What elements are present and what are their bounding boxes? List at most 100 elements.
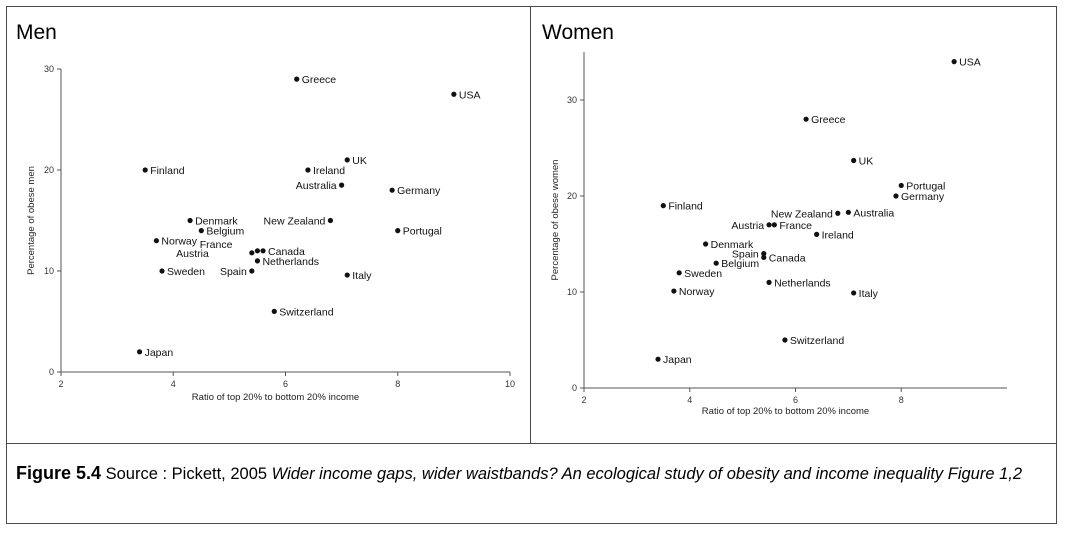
- point-italy: [344, 272, 350, 278]
- data-label-new-zealand: New Zealand: [264, 216, 326, 228]
- data-label-denmark: Denmark: [195, 216, 238, 228]
- x-tick-label: 4: [171, 379, 176, 389]
- caption-source: Source : Pickett, 2005: [105, 465, 268, 483]
- data-label-norway: Norway: [679, 286, 715, 298]
- data-label-spain: Spain: [732, 249, 759, 261]
- x-tick-label: 4: [687, 395, 692, 405]
- data-label-canada: Canada: [268, 246, 305, 258]
- y-tick-label: 0: [49, 367, 54, 377]
- x-tick-label: 8: [899, 395, 904, 405]
- point-france: [771, 222, 777, 228]
- data-label-japan: Japan: [145, 347, 174, 359]
- point-belgium: [713, 260, 719, 266]
- y-tick-label: 10: [44, 266, 54, 276]
- point-uk: [344, 157, 350, 163]
- data-label-france: France: [200, 239, 233, 251]
- data-label-belgium: Belgium: [206, 226, 244, 238]
- point-austria: [249, 250, 255, 256]
- point-canada: [260, 248, 266, 254]
- data-label-germany: Germany: [397, 185, 441, 197]
- data-label-new-zealand: New Zealand: [771, 208, 833, 220]
- caption-title: Wider income gaps, wider waistbands? An …: [271, 465, 1023, 483]
- data-label-portugal: Portugal: [403, 226, 442, 238]
- data-label-spain: Spain: [220, 266, 247, 278]
- point-italy: [851, 290, 857, 296]
- point-germany: [893, 193, 899, 199]
- point-portugal: [898, 182, 904, 189]
- data-label-italy: Italy: [352, 270, 372, 282]
- point-netherlands: [766, 279, 772, 285]
- point-ireland: [305, 167, 311, 173]
- data-label-greece: Greece: [811, 114, 846, 126]
- x-tick-label: 2: [581, 395, 586, 405]
- data-label-norway: Norway: [161, 236, 197, 248]
- chart-title-men: Men: [16, 21, 57, 44]
- point-sweden: [676, 270, 682, 276]
- y-tick-label: 10: [567, 287, 577, 297]
- data-label-netherlands: Netherlands: [774, 277, 831, 289]
- chart-title-women: Women: [542, 21, 614, 44]
- data-label-usa: USA: [959, 57, 981, 69]
- x-tick-label: 6: [283, 379, 288, 389]
- y-tick-label: 30: [44, 64, 54, 74]
- point-germany: [389, 187, 395, 193]
- y-tick-label: 30: [567, 95, 577, 105]
- point-uk: [851, 157, 857, 164]
- y-axis-label: Percentage of obese men: [26, 166, 37, 275]
- point-japan: [655, 356, 661, 362]
- data-label-sweden: Sweden: [684, 268, 722, 280]
- point-australia: [845, 209, 851, 215]
- data-label-finland: Finland: [668, 201, 703, 213]
- y-tick-label: 20: [44, 165, 54, 175]
- point-france: [254, 248, 261, 254]
- figure-label: Figure 5.4: [16, 463, 102, 483]
- women-scatter-chart: 2 4 6 8 0 10 20 30 Ratio of top 20% to bottom 20…: [550, 52, 1007, 417]
- y-tick-label: 0: [572, 383, 577, 393]
- data-label-switzerland: Switzerland: [790, 335, 844, 347]
- men-scatter-chart: 2 4 6 8 10 0 10 20 30 Ratio of top 20% to bottom …: [26, 64, 515, 403]
- point-ireland: [814, 231, 820, 237]
- data-label-netherlands: Netherlands: [262, 256, 319, 268]
- point-new-zealand: [327, 217, 333, 224]
- point-sweden: [159, 268, 165, 274]
- data-label-australia: Australia: [853, 207, 894, 219]
- x-axis-label: Ratio of top 20% to bottom 20% income: [702, 406, 869, 417]
- y-axis-label: Percentage of obese women: [550, 160, 561, 281]
- point-usa: [951, 59, 957, 65]
- point-switzerland: [782, 337, 788, 343]
- point-norway: [153, 238, 160, 244]
- data-label-austria: Austria: [176, 248, 209, 260]
- x-tick-label: 6: [793, 395, 798, 405]
- point-finland: [142, 167, 148, 173]
- point-greece: [803, 116, 809, 122]
- data-label-greece: Greece: [302, 74, 337, 86]
- y-tick-label: 20: [567, 191, 577, 201]
- x-tick-label: 2: [58, 379, 63, 389]
- point-greece: [294, 76, 300, 82]
- figure-caption: Figure 5.4 Source : Pickett, 2005 Wider …: [16, 461, 1046, 487]
- data-label-portugal: Portugal: [906, 180, 945, 192]
- data-label-denmark: Denmark: [711, 239, 754, 251]
- point-denmark: [187, 217, 193, 224]
- point-spain: [249, 268, 255, 274]
- data-label-belgium: Belgium: [721, 258, 759, 270]
- x-tick-label: 8: [395, 379, 400, 389]
- point-usa: [451, 91, 457, 97]
- figure-frame: [6, 6, 1057, 524]
- x-tick-label: 10: [505, 379, 515, 389]
- panel-divider: [530, 6, 531, 443]
- data-label-austria: Austria: [731, 220, 764, 232]
- point-denmark: [703, 241, 709, 247]
- data-label-uk: UK: [859, 155, 874, 167]
- point-new-zealand: [835, 210, 841, 216]
- point-belgium: [198, 228, 204, 234]
- point-portugal: [395, 228, 401, 234]
- caption-divider: [6, 443, 1057, 444]
- point-finland: [660, 203, 666, 209]
- point-switzerland: [271, 308, 277, 314]
- point-austria: [766, 222, 772, 228]
- data-label-sweden: Sweden: [167, 266, 205, 278]
- point-canada: [761, 254, 767, 261]
- data-label-ireland: Ireland: [313, 165, 345, 177]
- point-spain: [761, 251, 767, 257]
